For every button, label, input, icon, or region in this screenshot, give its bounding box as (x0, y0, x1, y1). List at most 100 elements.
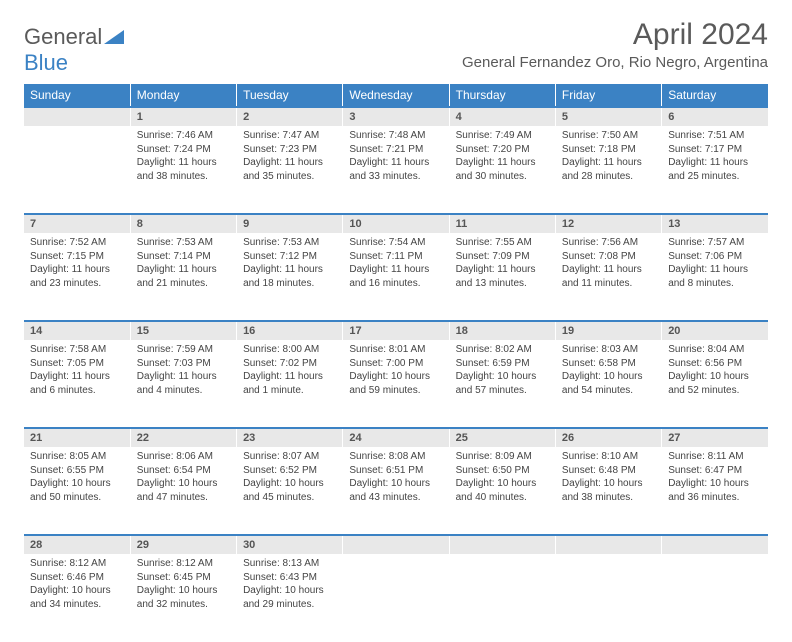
sunrise-text: Sunrise: 8:13 AM (243, 558, 319, 569)
daylight-text: Daylight: 11 hours and 21 minutes. (137, 264, 217, 289)
daylight-text: Daylight: 11 hours and 13 minutes. (456, 264, 536, 289)
sunrise-text: Sunrise: 8:09 AM (456, 451, 532, 462)
day-number-cell: 16 (237, 321, 343, 340)
header: General Blue April 2024 General Fernande… (24, 18, 768, 76)
day-content-cell: Sunrise: 7:55 AM Sunset: 7:09 PM Daylight:… (449, 233, 555, 321)
day-content-cell: Sunrise: 8:06 AMSunset: 6:54 PMDaylight:… (130, 447, 236, 535)
day-content-cell: Sunrise: 8:07 AMSunset: 6:52 PMDaylight:… (237, 447, 343, 535)
sunrise-text: Sunrise: 8:00 AM (243, 344, 319, 355)
daylight-text: Daylight: 11 hours and 1 minute. (243, 371, 323, 396)
sunrise-text: Sunrise: 8:01 AM (349, 344, 425, 355)
day-number-row: 21222324252627 (24, 428, 768, 447)
logo-text: General Blue (24, 24, 124, 76)
day-content-cell: Sunrise: 8:08 AMSunset: 6:51 PMDaylight:… (343, 447, 449, 535)
day-number-row: 123456 (24, 107, 768, 126)
day-number-cell: 13 (662, 214, 768, 233)
daylight-text: Daylight: 10 hours and 54 minutes. (562, 371, 643, 396)
day-content-cell: Sunrise: 7:59 AM Sunset: 7:03 PM Daylight:… (130, 340, 236, 428)
daylight-text: Daylight: 11 hours and 33 minutes. (349, 157, 429, 182)
daylight-text: Daylight: 11 hours and 30 minutes. (456, 157, 536, 182)
day-number-cell: 2 (237, 107, 343, 126)
day-number-cell: 14 (24, 321, 130, 340)
day-content-cell: Sunrise: 8:04 AMSunset: 6:56 PMDaylight:… (662, 340, 768, 428)
day-number-cell: 15 (130, 321, 236, 340)
day-content-row: Sunrise: 7:58 AMSunset: 7:05 PMDaylight:… (24, 340, 768, 428)
day-number-cell: 5 (555, 107, 661, 126)
sunset-text: Sunset: 6:58 PM (562, 358, 636, 369)
sunrise-text: Sunrise: 8:08 AM (349, 451, 425, 462)
sunset-text: Sunset: 6:48 PM (562, 465, 636, 476)
daylight-text: Daylight: 10 hours and 47 minutes. (137, 478, 218, 503)
daylight-text: Daylight: 10 hours and 29 minutes. (243, 585, 324, 610)
sunrise-text: Sunrise: 7:59 AM (137, 344, 213, 355)
daylight-text: Daylight: 10 hours and 32 minutes. (137, 585, 218, 610)
weekday-header: Tuesday (237, 84, 343, 107)
day-content-cell: Sunrise: 8:00 AM Sunset: 7:02 PM Daylight:… (237, 340, 343, 428)
daylight-text: Daylight: 11 hours and 8 minutes. (668, 264, 748, 289)
day-content-cell: Sunrise: 8:05 AMSunset: 6:55 PMDaylight:… (24, 447, 130, 535)
day-number-cell: 20 (662, 321, 768, 340)
daylight-text: Daylight: 10 hours and 43 minutes. (349, 478, 430, 503)
title-block: April 2024 General Fernandez Oro, Rio Ne… (462, 18, 768, 71)
sunset-text: Sunset: 7:18 PM (562, 144, 636, 155)
sunset-text: Sunset: 7:00 PM (349, 358, 423, 369)
sunset-text: Sunset: 6:55 PM (30, 465, 104, 476)
daylight-text: Daylight: 11 hours and 4 minutes. (137, 371, 217, 396)
location: General Fernandez Oro, Rio Negro, Argent… (462, 54, 768, 71)
sunset-text: Sunset: 6:43 PM (243, 572, 317, 583)
daylight-text: Daylight: 11 hours and 6 minutes. (30, 371, 110, 396)
sunset-text: Sunset: 7:03 PM (137, 358, 211, 369)
day-number-row: 78910111213 (24, 214, 768, 233)
weekday-header: Sunday (24, 84, 130, 107)
sunset-text: Sunset: 7:14 PM (137, 251, 211, 262)
sunrise-text: Sunrise: 7:48 AM (349, 130, 425, 141)
weekday-header: Thursday (449, 84, 555, 107)
daylight-text: Daylight: 11 hours and 18 minutes. (243, 264, 323, 289)
day-number-cell: 4 (449, 107, 555, 126)
sunrise-text: Sunrise: 8:12 AM (137, 558, 213, 569)
day-content-row: Sunrise: 7:52 AMSunset: 7:15 PMDaylight:… (24, 233, 768, 321)
day-content-cell: Sunrise: 7:50 AMSunset: 7:18 PMDaylight:… (555, 126, 661, 214)
sunrise-text: Sunrise: 7:53 AM (243, 237, 319, 248)
sunset-text: Sunset: 7:06 PM (668, 251, 742, 262)
sunset-text: Sunset: 7:09 PM (456, 251, 530, 262)
sunset-text: Sunset: 7:05 PM (30, 358, 104, 369)
calendar-table: Sunday Monday Tuesday Wednesday Thursday… (24, 84, 768, 642)
day-number-cell: 9 (237, 214, 343, 233)
daylight-text: Daylight: 11 hours and 16 minutes. (349, 264, 429, 289)
day-content-cell: Sunrise: 7:52 AMSunset: 7:15 PMDaylight:… (24, 233, 130, 321)
day-content-cell: Sunrise: 7:51 AMSunset: 7:17 PMDaylight:… (662, 126, 768, 214)
sunrise-text: Sunrise: 7:46 AM (137, 130, 213, 141)
sunrise-text: Sunrise: 7:55 AM (456, 237, 532, 248)
day-content-cell: Sunrise: 7:54 AMSunset: 7:11 PMDaylight:… (343, 233, 449, 321)
day-content-cell: Sunrise: 8:12 AMSunset: 6:45 PMDaylight:… (130, 554, 236, 642)
day-number-cell: 19 (555, 321, 661, 340)
day-content-cell: Sunrise: 8:03 AMSunset: 6:58 PMDaylight:… (555, 340, 661, 428)
day-number-cell: 24 (343, 428, 449, 447)
daylight-text: Daylight: 10 hours and 38 minutes. (562, 478, 643, 503)
sunset-text: Sunset: 7:02 PM (243, 358, 317, 369)
day-number-cell: 3 (343, 107, 449, 126)
day-content-cell: Sunrise: 8:12 AMSunset: 6:46 PMDaylight:… (24, 554, 130, 642)
logo-blue: Blue (24, 50, 68, 75)
sunset-text: Sunset: 6:52 PM (243, 465, 317, 476)
sunset-text: Sunset: 7:21 PM (349, 144, 423, 155)
day-content-cell: Sunrise: 7:46 AMSunset: 7:24 PMDaylight:… (130, 126, 236, 214)
day-content-cell: Sunrise: 8:09 AMSunset: 6:50 PMDaylight:… (449, 447, 555, 535)
sunset-text: Sunset: 6:56 PM (668, 358, 742, 369)
day-number-cell: 18 (449, 321, 555, 340)
sunset-text: Sunset: 7:20 PM (456, 144, 530, 155)
day-content-cell: Sunrise: 7:56 AMSunset: 7:08 PMDaylight:… (555, 233, 661, 321)
day-content-cell: Sunrise: 7:53 AMSunset: 7:14 PMDaylight:… (130, 233, 236, 321)
sunrise-text: Sunrise: 8:10 AM (562, 451, 638, 462)
day-content-row: Sunrise: 8:12 AMSunset: 6:46 PMDaylight:… (24, 554, 768, 642)
day-content-cell: Sunrise: 8:10 AM Sunset: 6:48 PM Daylight:… (555, 447, 661, 535)
day-number-cell: 29 (130, 535, 236, 554)
sunset-text: Sunset: 6:59 PM (456, 358, 530, 369)
sunrise-text: Sunrise: 7:51 AM (668, 130, 744, 141)
day-number-cell (662, 535, 768, 554)
sunset-text: Sunset: 7:11 PM (349, 251, 422, 262)
day-number-cell: 22 (130, 428, 236, 447)
day-number-cell: 17 (343, 321, 449, 340)
sunrise-text: Sunrise: 7:47 AM (243, 130, 319, 141)
